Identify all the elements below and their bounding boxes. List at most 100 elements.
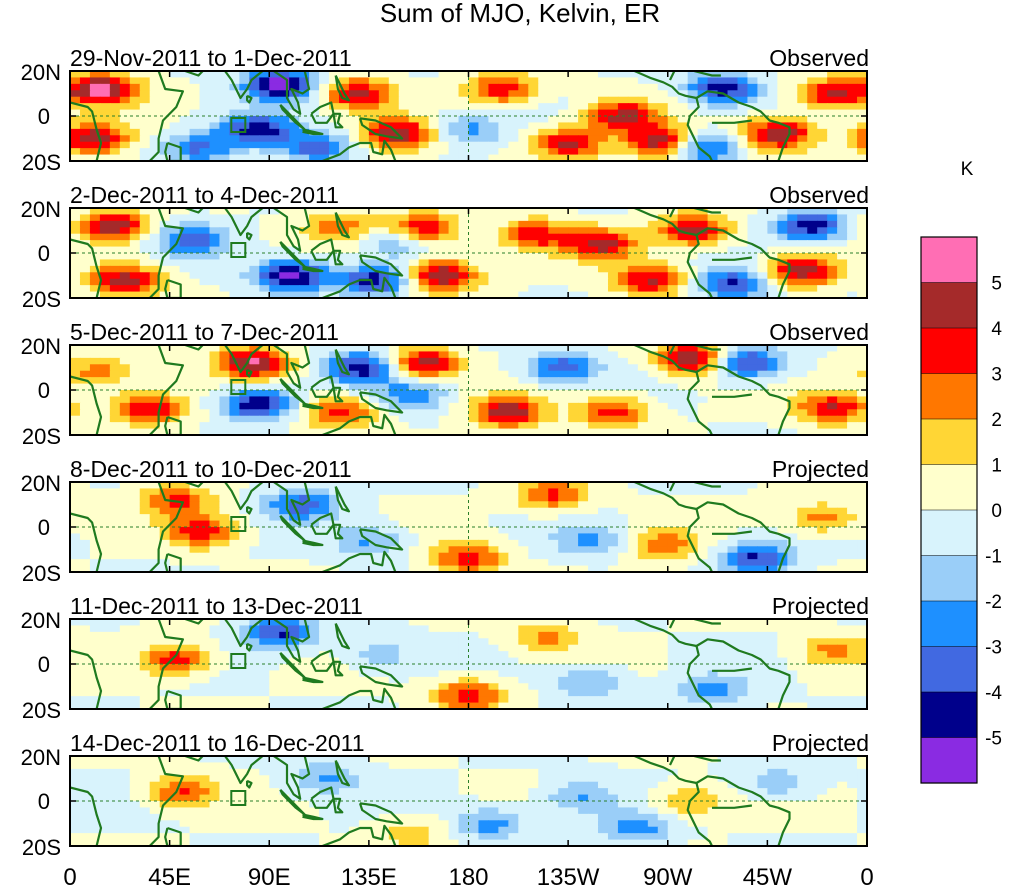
grid-cell (498, 77, 509, 85)
grid-cell (687, 559, 699, 567)
grid-cell (199, 265, 211, 273)
grid-cell (508, 246, 519, 254)
grid-cell (249, 625, 260, 633)
grid-cell (438, 246, 450, 254)
grid-cell (847, 148, 858, 156)
grid-cell (289, 383, 300, 391)
grid-cell (119, 422, 131, 430)
grid-cell (438, 278, 450, 286)
grid-cell (348, 208, 360, 216)
grid-cell (817, 428, 828, 435)
grid-cell (149, 135, 161, 143)
grid-cell (70, 520, 81, 528)
grid-cell (468, 214, 480, 222)
y-tick-label: 20N (21, 471, 61, 496)
grid-cell (538, 501, 549, 509)
grid-cell (807, 351, 818, 359)
grid-cell (448, 559, 460, 567)
grid-cell (508, 128, 519, 136)
grid-cell (837, 71, 848, 79)
grid-cell (578, 291, 589, 298)
grid-cell (817, 383, 828, 391)
grid-cell (329, 128, 340, 136)
grid-cell (239, 96, 250, 104)
grid-cell (129, 357, 141, 365)
grid-cell (588, 383, 599, 391)
grid-cell (677, 619, 689, 627)
grid-cell (89, 233, 101, 241)
grid-cell (508, 345, 519, 353)
grid-cell (857, 214, 867, 222)
grid-cell (329, 357, 340, 365)
grid-cell (338, 415, 350, 423)
grid-cell (129, 520, 141, 528)
grid-cell (747, 364, 759, 372)
grid-cell (219, 109, 230, 117)
grid-cell (757, 565, 768, 572)
grid-cell (119, 482, 131, 490)
grid-cell (388, 109, 400, 117)
grid-cell (239, 77, 250, 85)
grid-cell (468, 90, 480, 98)
grid-cell (319, 428, 330, 435)
grid-cell (219, 96, 230, 104)
grid-cell (249, 402, 260, 410)
grid-cell (119, 638, 131, 646)
grid-cell (847, 533, 858, 541)
grid-cell (777, 96, 788, 104)
grid-cell (518, 415, 529, 423)
grid-cell (299, 285, 310, 293)
coastline (224, 482, 264, 511)
grid-cell (259, 383, 270, 391)
grid-cell (279, 428, 290, 435)
grid-cell (189, 259, 201, 267)
grid-cell (727, 345, 739, 353)
grid-cell (239, 494, 250, 502)
grid-cell (817, 370, 828, 378)
grid-cell (309, 96, 320, 104)
grid-cell (129, 265, 141, 273)
grid-cell (159, 539, 171, 547)
grid-cell (289, 141, 300, 149)
grid-cell (508, 428, 519, 435)
grid-cell (169, 135, 181, 143)
grid-cell (79, 364, 91, 372)
grid-cell (338, 539, 350, 547)
grid-cell (468, 103, 480, 111)
grid-cell (408, 390, 420, 398)
grid-cell (548, 103, 559, 111)
grid-cell (458, 625, 470, 633)
grid-cell (99, 208, 111, 216)
grid-cell (598, 96, 609, 104)
grid-cell (747, 135, 759, 143)
grid-cell (578, 402, 589, 410)
grid-cell (697, 357, 709, 365)
grid-cell (119, 501, 131, 509)
coastline (273, 345, 311, 389)
grid-cell (319, 422, 330, 430)
grid-cell (109, 552, 121, 560)
grid-cell (518, 494, 529, 502)
grid-cell (79, 77, 91, 85)
grid-cell (588, 428, 599, 435)
grid-cell (458, 278, 470, 286)
grid-cell (129, 364, 141, 372)
grid-cell (647, 71, 659, 79)
grid-cell (169, 227, 181, 235)
grid-cell (747, 291, 759, 298)
grid-cell (737, 148, 749, 156)
grid-cell (548, 227, 559, 235)
grid-cell (179, 428, 191, 435)
grid-cell (408, 265, 420, 273)
grid-cell (578, 619, 589, 627)
grid-cell (179, 364, 191, 372)
grid-cell (787, 128, 798, 136)
grid-cell (598, 415, 609, 423)
grid-cell (797, 285, 808, 293)
grid-cell (229, 402, 240, 410)
grid-cell (558, 396, 569, 404)
grid-cell (179, 148, 191, 156)
grid-cell (707, 488, 719, 496)
grid-cell (299, 527, 310, 535)
grid-cell (727, 116, 739, 124)
